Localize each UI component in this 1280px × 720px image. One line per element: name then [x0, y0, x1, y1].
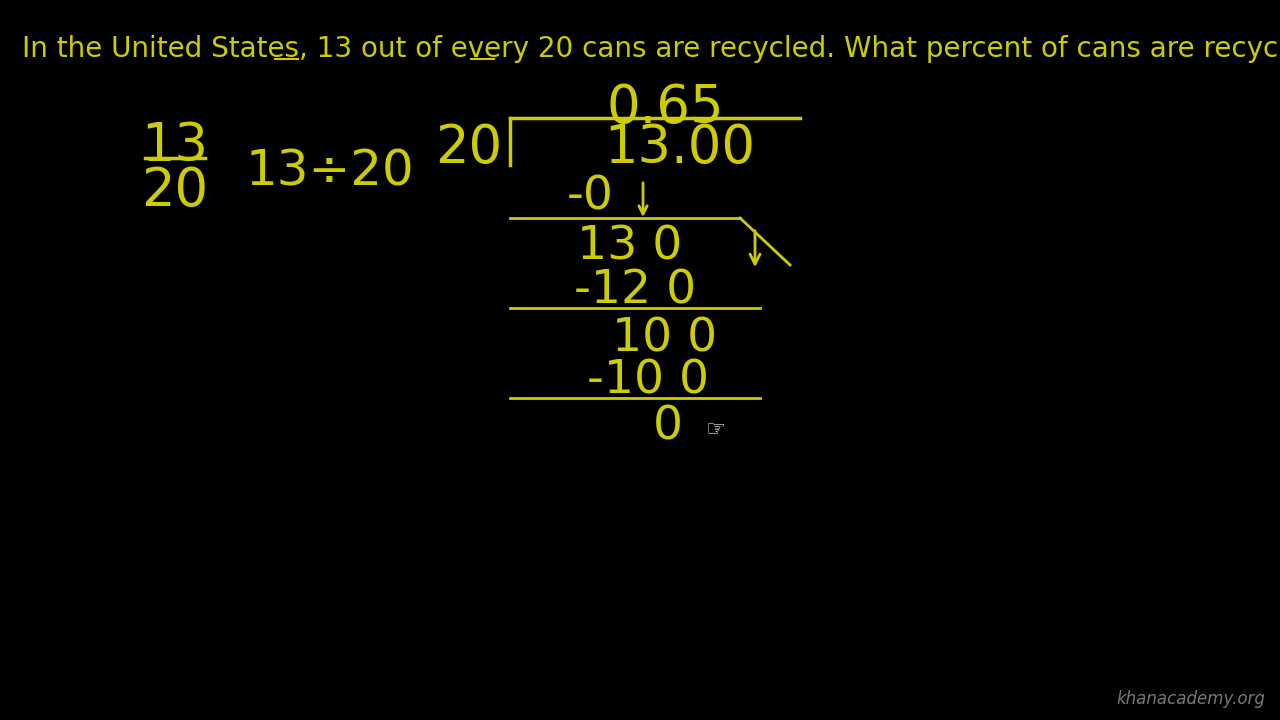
Text: 13.00: 13.00	[604, 122, 755, 174]
Text: 0.65: 0.65	[607, 82, 723, 134]
Text: In the United States, 13 out of every 20 cans are recycled. What percent of cans: In the United States, 13 out of every 20…	[22, 35, 1280, 63]
Text: 10 0: 10 0	[612, 316, 718, 361]
Text: 13÷20: 13÷20	[246, 148, 415, 196]
Text: -10 0: -10 0	[588, 358, 709, 403]
Text: 20: 20	[141, 165, 209, 217]
Text: -0: -0	[567, 175, 613, 220]
Text: 13 0: 13 0	[577, 224, 682, 269]
Text: 20: 20	[435, 122, 502, 174]
Text: -12 0: -12 0	[573, 268, 696, 313]
Text: 13: 13	[142, 120, 209, 172]
Text: ☞: ☞	[705, 420, 724, 440]
Text: khanacademy.org: khanacademy.org	[1116, 690, 1265, 708]
Text: 0: 0	[653, 404, 684, 449]
